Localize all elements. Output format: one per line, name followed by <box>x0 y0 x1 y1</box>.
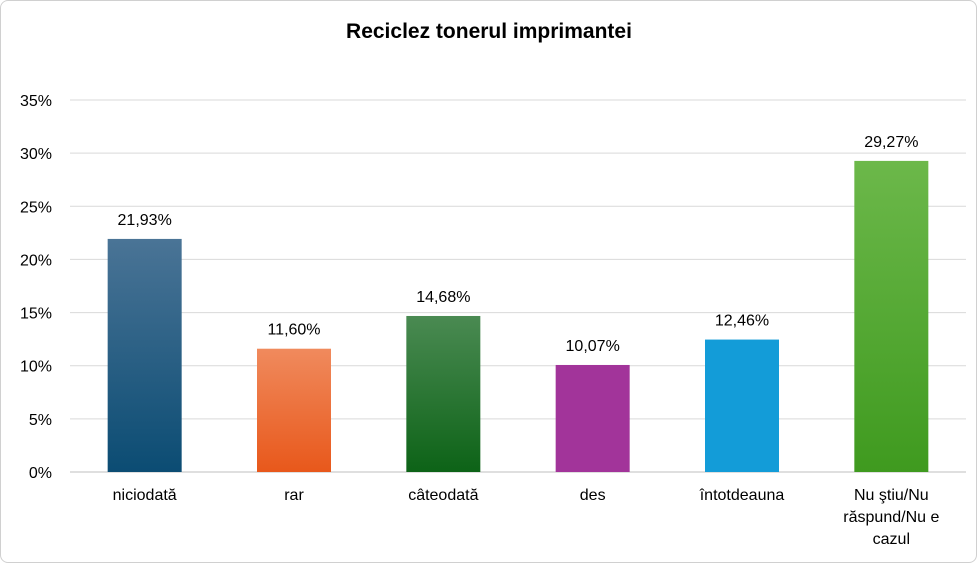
y-tick-label: 35% <box>20 93 52 110</box>
data-label: 12,46% <box>715 313 769 330</box>
category-label: des <box>580 487 606 504</box>
chart-title: Reciclez tonerul imprimantei <box>346 20 632 43</box>
category-label: rar <box>284 487 304 504</box>
y-tick-label: 5% <box>29 412 52 429</box>
category-label: câteodată <box>408 487 478 504</box>
bar <box>406 315 481 472</box>
bar <box>257 348 331 472</box>
data-labels: 21,93% 11,60% 14,68% 10,07% 12,46% 29,27% <box>118 134 919 355</box>
data-label: 14,68% <box>416 289 470 306</box>
y-tick-label: 25% <box>20 199 52 216</box>
bar <box>555 364 630 472</box>
data-label: 29,27% <box>864 134 918 151</box>
y-tick-label: 15% <box>20 306 52 323</box>
y-tick-label: 20% <box>20 252 52 269</box>
bar <box>854 160 929 472</box>
data-label: 10,07% <box>566 338 620 355</box>
category-label: Nu ştiu/Nu răspund/Nu e cazul <box>843 487 939 548</box>
bar <box>705 339 779 472</box>
bar <box>107 238 182 472</box>
y-tick-label: 10% <box>20 359 52 376</box>
y-tick-label: 0% <box>29 465 52 482</box>
y-tick-label: 30% <box>20 146 52 163</box>
category-label: niciodată <box>113 487 177 504</box>
category-label: întotdeauna <box>699 487 785 504</box>
category-labels: niciodată rar câteodată des întotdeauna Nu şt… <box>113 487 940 548</box>
y-axis-ticks: 0% 5% 10% 15% 20% 25% 30% 35% <box>20 93 52 482</box>
data-label: 21,93% <box>118 212 172 229</box>
grid-lines <box>70 99 966 420</box>
data-label: 11,60% <box>267 322 320 339</box>
bars <box>107 160 929 472</box>
